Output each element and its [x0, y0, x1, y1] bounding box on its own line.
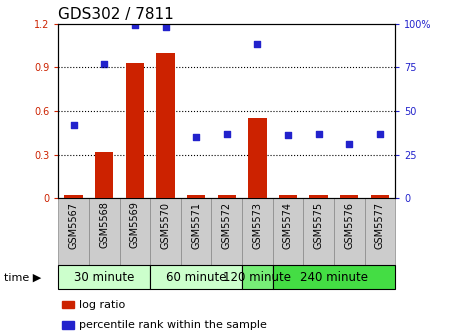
Text: GSM5570: GSM5570: [161, 202, 171, 249]
Bar: [248, 118, 267, 198]
Bar: [95, 152, 114, 198]
Point: [284, 133, 291, 138]
FancyBboxPatch shape: [334, 198, 365, 265]
Text: 120 minute: 120 minute: [223, 271, 291, 284]
Text: GSM5568: GSM5568: [99, 202, 109, 249]
FancyBboxPatch shape: [273, 265, 395, 289]
Bar: [156, 53, 175, 198]
Point: [346, 141, 353, 147]
FancyBboxPatch shape: [119, 198, 150, 265]
Bar: [187, 195, 205, 198]
Bar: [65, 195, 83, 198]
FancyBboxPatch shape: [89, 198, 119, 265]
Point: [254, 42, 261, 47]
Point: [193, 134, 200, 140]
Bar: [62, 321, 74, 329]
Point: [70, 122, 77, 128]
Text: GSM5575: GSM5575: [313, 202, 324, 249]
Text: 240 minute: 240 minute: [300, 271, 368, 284]
Text: GDS302 / 7811: GDS302 / 7811: [58, 7, 174, 23]
Bar: [126, 63, 144, 198]
Point: [131, 23, 138, 28]
FancyBboxPatch shape: [58, 265, 150, 289]
Text: 30 minute: 30 minute: [74, 271, 135, 284]
Text: log ratio: log ratio: [79, 300, 125, 310]
Point: [223, 131, 230, 136]
Text: GSM5577: GSM5577: [375, 202, 385, 249]
FancyBboxPatch shape: [211, 198, 242, 265]
Bar: [62, 301, 74, 308]
Bar: [340, 195, 358, 198]
Bar: [309, 195, 328, 198]
Bar: [370, 195, 389, 198]
Text: GSM5574: GSM5574: [283, 202, 293, 249]
Bar: [218, 195, 236, 198]
Text: GSM5571: GSM5571: [191, 202, 201, 249]
Text: time ▶: time ▶: [4, 272, 42, 282]
FancyBboxPatch shape: [303, 198, 334, 265]
Text: GSM5572: GSM5572: [222, 202, 232, 249]
FancyBboxPatch shape: [242, 265, 273, 289]
Text: GSM5567: GSM5567: [69, 202, 79, 249]
Text: percentile rank within the sample: percentile rank within the sample: [79, 321, 266, 330]
FancyBboxPatch shape: [242, 198, 273, 265]
Text: GSM5576: GSM5576: [344, 202, 354, 249]
FancyBboxPatch shape: [273, 198, 303, 265]
Point: [315, 131, 322, 136]
Bar: [279, 195, 297, 198]
Text: 60 minute: 60 minute: [166, 271, 226, 284]
FancyBboxPatch shape: [150, 198, 181, 265]
Point: [162, 24, 169, 30]
FancyBboxPatch shape: [58, 198, 89, 265]
FancyBboxPatch shape: [365, 198, 395, 265]
Text: GSM5569: GSM5569: [130, 202, 140, 249]
Point: [101, 61, 108, 67]
FancyBboxPatch shape: [181, 198, 211, 265]
FancyBboxPatch shape: [150, 265, 242, 289]
Point: [376, 131, 383, 136]
Text: GSM5573: GSM5573: [252, 202, 262, 249]
